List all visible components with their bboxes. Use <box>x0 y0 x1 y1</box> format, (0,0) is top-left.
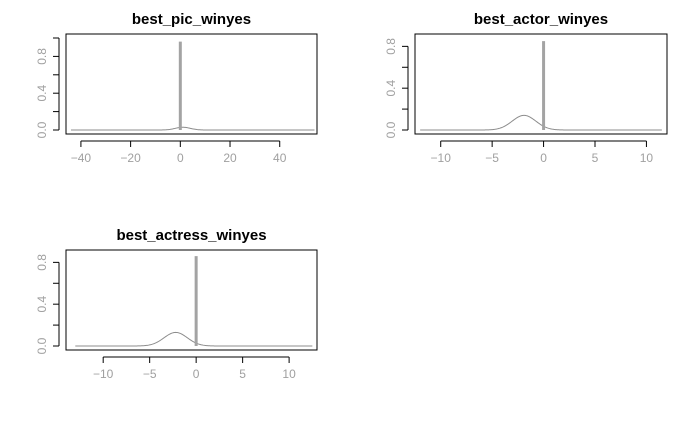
chart-title: best_actor_winyes <box>474 11 608 28</box>
density-curve <box>75 331 313 347</box>
x-tick-label: −10 <box>431 151 452 165</box>
y-tick-label: 0.8 <box>35 48 49 65</box>
plot-frame <box>414 33 668 135</box>
panel-best-actress: best_actress_winyes −10 −5 0 5 10 0.0 0.4 0.8 <box>35 227 318 381</box>
y-tick-label: 0.0 <box>35 121 49 138</box>
x-tick-label: 40 <box>273 151 287 165</box>
y-tick-label: 0.4 <box>35 85 49 102</box>
y-tick-label: 0.0 <box>384 121 398 138</box>
x-tick-label: −20 <box>120 151 141 165</box>
plot-frame <box>65 249 318 351</box>
panel-best-pic: best_pic_winyes −40 −20 0 20 40 0.0 0.4 0.8 <box>35 11 318 165</box>
y-tick-label: 0.8 <box>384 38 398 55</box>
x-tick-label: −5 <box>143 367 157 381</box>
y-tick-label: 0.4 <box>35 296 49 313</box>
x-tick-label: 10 <box>282 367 296 381</box>
x-tick-label: 20 <box>223 151 237 165</box>
x-tick-label: −40 <box>71 151 92 165</box>
x-tick-label: 5 <box>592 151 599 165</box>
density-curve <box>70 126 315 131</box>
y-tick-label: 0.4 <box>384 80 398 97</box>
panel-best-actor: best_actor_winyes −10 −5 0 5 10 0.0 0.4 0.8 <box>384 11 668 165</box>
y-tick-label: 0.0 <box>35 337 49 354</box>
x-tick-label: 0 <box>193 367 200 381</box>
density-curve <box>420 114 662 131</box>
chart-title: best_actress_winyes <box>116 227 266 244</box>
x-tick-label: 10 <box>640 151 654 165</box>
x-tick-label: −5 <box>485 151 499 165</box>
plot-frame <box>65 33 318 135</box>
x-tick-label: 0 <box>540 151 547 165</box>
chart-title: best_pic_winyes <box>132 11 251 28</box>
y-tick-label: 0.8 <box>35 254 49 271</box>
x-tick-label: 0 <box>177 151 184 165</box>
x-tick-label: 5 <box>239 367 246 381</box>
x-tick-label: −10 <box>93 367 114 381</box>
